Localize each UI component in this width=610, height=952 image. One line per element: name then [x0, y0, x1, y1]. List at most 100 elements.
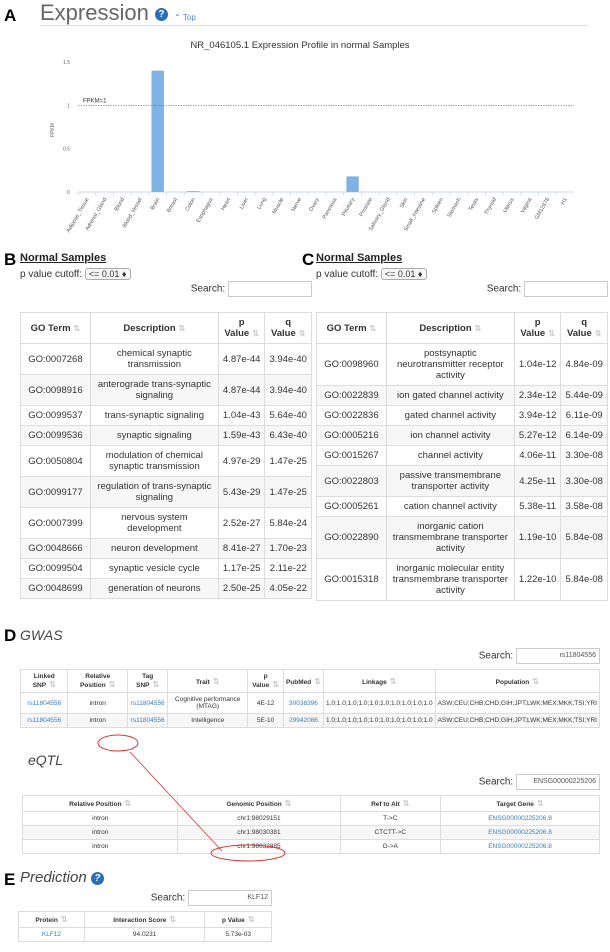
- cutoff-select[interactable]: <= 0.01 ♦: [380, 268, 427, 280]
- sort-icon[interactable]: ⇅: [284, 799, 292, 808]
- sort-icon[interactable]: ⇅: [314, 676, 321, 686]
- table-row: KLF12 94.0231 5.73e-03: [18, 927, 272, 942]
- column-header-label: p Value: [520, 317, 546, 339]
- sort-icon[interactable]: ⇅: [548, 329, 555, 338]
- sort-icon[interactable]: ⇅: [402, 799, 410, 808]
- normal-samples-link[interactable]: Normal Samples: [20, 252, 107, 264]
- column-header[interactable]: Genomic Position ⇅: [177, 795, 341, 812]
- sort-icon[interactable]: ⇅: [369, 323, 377, 333]
- column-header[interactable]: Trait ⇅: [167, 669, 249, 693]
- column-header[interactable]: p Value ⇅: [247, 669, 284, 693]
- cell-value: 1.17e-25: [222, 563, 261, 574]
- column-header[interactable]: q Value ⇅: [560, 312, 608, 344]
- cell-value: 1.59e-43: [222, 430, 261, 441]
- column-header[interactable]: Linked SNP ⇅: [19, 669, 69, 693]
- table-cell: 5.64e-40: [264, 405, 312, 426]
- cell-value: GO:0005261: [324, 501, 379, 512]
- cell-value: chr1:98032885: [237, 843, 281, 850]
- bar-brain[interactable]: [151, 70, 164, 192]
- table-cell: GO:0099177: [20, 476, 91, 508]
- sort-icon[interactable]: ⇅: [60, 915, 68, 924]
- table-row: GO:0007268 chemical synaptic transmission…: [20, 343, 312, 375]
- sort-icon[interactable]: ⇅: [49, 680, 56, 689]
- column-header[interactable]: Relative Position ⇅: [67, 669, 128, 693]
- column-header[interactable]: p Value ⇅: [513, 312, 562, 344]
- cell-link[interactable]: 30038396: [289, 699, 318, 707]
- sort-icon[interactable]: ⇅: [298, 329, 306, 338]
- cell-value: 5.38e-11: [519, 501, 557, 512]
- table-row: GO:0048666 neuron development 8.41e-27 1.70…: [20, 538, 312, 559]
- sort-icon[interactable]: ⇅: [536, 799, 544, 808]
- cell-link[interactable]: rs11804556: [27, 717, 62, 724]
- sort-icon[interactable]: ⇅: [212, 676, 220, 686]
- cell-value: 3.30e-08: [565, 450, 603, 461]
- column-header[interactable]: p Value ⇅: [204, 911, 272, 928]
- cell-value: GO:0050804: [28, 455, 83, 467]
- sort-icon[interactable]: ⇅: [272, 680, 279, 689]
- table-cell: 2.34e-12: [513, 385, 562, 406]
- sort-icon[interactable]: ⇅: [178, 323, 186, 333]
- column-header[interactable]: p Value ⇅: [217, 312, 266, 344]
- table-cell: generation of neurons: [89, 578, 219, 599]
- table-cell: GO:0005261: [316, 496, 387, 517]
- column-header[interactable]: Relative Position ⇅: [21, 795, 179, 812]
- top-link[interactable]: ⌃ Top: [174, 13, 196, 22]
- cell-value: trans-synaptic signaling: [104, 410, 204, 421]
- table-cell: chr1:98029151: [177, 811, 341, 826]
- search-input[interactable]: [228, 281, 312, 297]
- column-header-label: GO Term: [326, 322, 367, 334]
- search-input[interactable]: rs11804556: [516, 648, 600, 664]
- search-label: Search:: [478, 650, 514, 662]
- cell-value: 3.94e-40: [269, 384, 307, 396]
- sort-icon[interactable]: ⇅: [247, 915, 255, 924]
- table-cell: 2.11e-22: [264, 558, 312, 579]
- column-header[interactable]: Tag SNP ⇅: [126, 669, 169, 693]
- cell-link[interactable]: rs11804556: [27, 699, 62, 707]
- search-input[interactable]: KLF12: [188, 890, 272, 906]
- sort-icon[interactable]: ⇅: [124, 799, 132, 808]
- column-header[interactable]: Population ⇅: [434, 669, 601, 693]
- help-icon[interactable]: ?: [90, 871, 104, 885]
- sort-icon[interactable]: ⇅: [594, 329, 602, 338]
- column-header[interactable]: Linkage ⇅: [322, 669, 436, 693]
- bar-pituitary[interactable]: [346, 176, 359, 192]
- bar-colon[interactable]: [186, 191, 200, 192]
- sort-icon[interactable]: ⇅: [532, 676, 539, 686]
- cell-value: 4.05e-22: [269, 583, 307, 594]
- help-icon[interactable]: ?: [154, 7, 168, 21]
- cell-value: 5.64e-40: [269, 410, 307, 421]
- table-row: intron chr1:98029151 T->C ENSG00000225206.8: [21, 811, 600, 826]
- table-cell: intron: [67, 692, 128, 714]
- column-header[interactable]: Target Gene ⇅: [440, 795, 600, 812]
- column-header[interactable]: Description ⇅: [385, 312, 515, 344]
- cell-link[interactable]: rs11804556: [130, 717, 165, 724]
- column-header[interactable]: Interaction Score ⇅: [83, 911, 206, 928]
- column-header[interactable]: GO Term ⇅: [316, 312, 387, 344]
- sort-icon[interactable]: ⇅: [73, 323, 81, 333]
- column-header[interactable]: Protein ⇅: [18, 911, 85, 928]
- column-header[interactable]: q Value ⇅: [264, 312, 312, 344]
- sort-icon[interactable]: ⇅: [389, 676, 397, 686]
- cell-link[interactable]: ENSG00000225206.8: [488, 829, 552, 836]
- column-header[interactable]: GO Term ⇅: [20, 312, 91, 344]
- cell-link[interactable]: rs11804556: [130, 699, 165, 707]
- sort-icon[interactable]: ⇅: [152, 680, 160, 689]
- cutoff-select[interactable]: <= 0.01 ♦: [84, 268, 131, 280]
- search-input[interactable]: [524, 281, 608, 297]
- sort-icon[interactable]: ⇅: [252, 329, 259, 338]
- sort-icon[interactable]: ⇅: [169, 915, 177, 924]
- cell-link[interactable]: 29942086: [289, 717, 318, 724]
- normal-samples-link[interactable]: Normal Samples: [316, 252, 403, 264]
- cell-link[interactable]: KLF12: [41, 931, 62, 938]
- cell-link[interactable]: ENSG00000225206.8: [488, 843, 552, 850]
- search-input[interactable]: ENSG00000225206: [516, 774, 600, 790]
- sort-icon[interactable]: ⇅: [108, 680, 116, 689]
- cell-link[interactable]: ENSG00000225206.8: [488, 815, 552, 822]
- column-header[interactable]: Description ⇅: [89, 312, 219, 344]
- x-tick-label: Nerve: [291, 197, 304, 213]
- sort-icon[interactable]: ⇅: [474, 323, 482, 333]
- column-header[interactable]: Ref to Alt ⇅: [339, 795, 442, 812]
- table-cell: chemical synaptic transmission: [89, 343, 219, 375]
- cell-value: 4.25e-11: [519, 475, 557, 487]
- column-header[interactable]: PubMed ⇅: [282, 669, 324, 693]
